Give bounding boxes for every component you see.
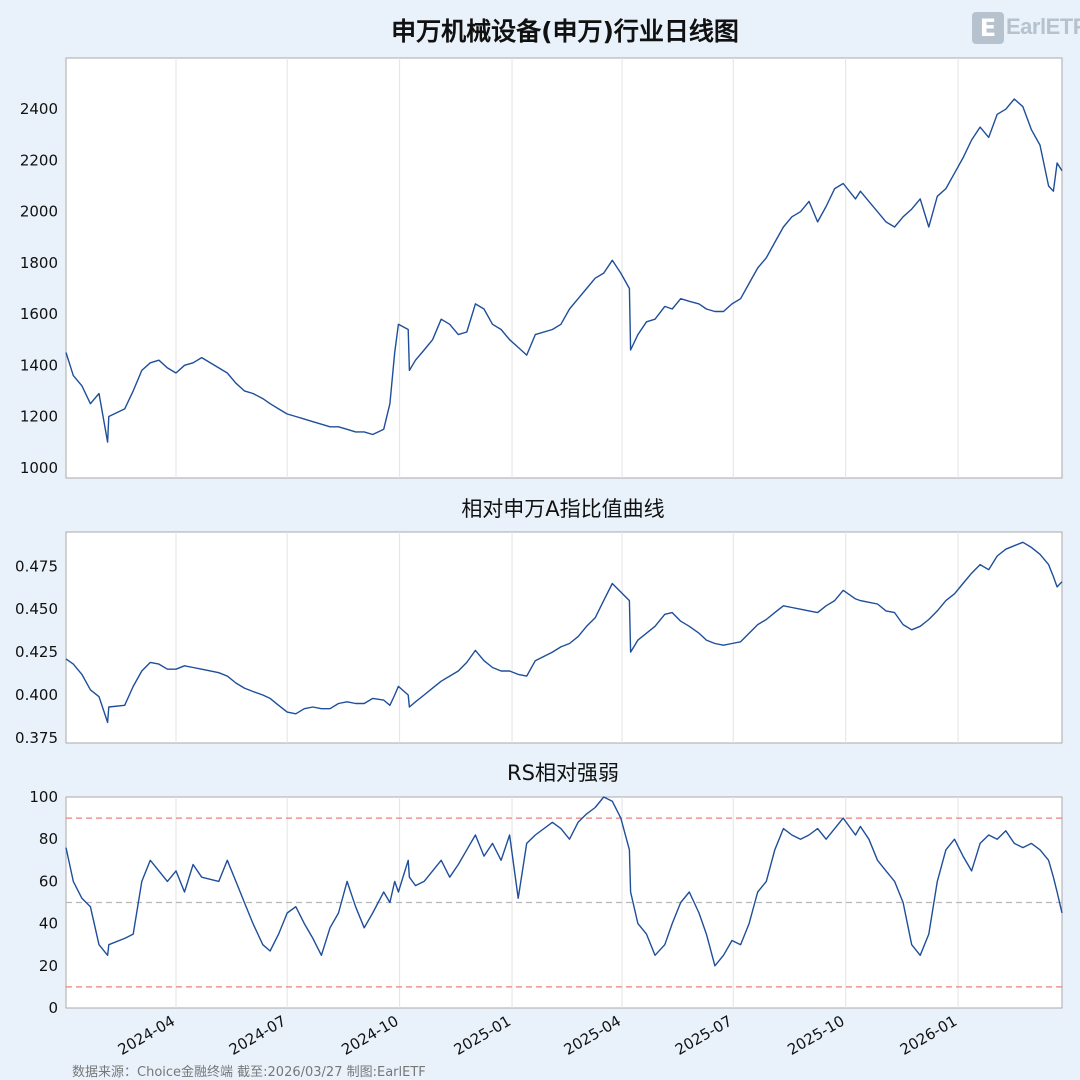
y-tick-label: 2000 [20, 203, 58, 221]
x-tick-label: 2025-07 [672, 1012, 735, 1059]
y-tick-label: 100 [29, 788, 58, 806]
x-tick-label: 2024-10 [338, 1012, 401, 1059]
plot-area [65, 531, 1063, 744]
y-tick-label: 2200 [20, 151, 58, 169]
series-line [65, 98, 1063, 443]
x-tick-label: 2024-04 [115, 1012, 178, 1059]
y-tick-label: 1400 [20, 356, 58, 374]
y-tick-label: 20 [39, 957, 58, 975]
plot-area [65, 57, 1063, 479]
y-tick-label: 0 [48, 999, 58, 1017]
y-tick-label: 40 [39, 915, 58, 933]
logo-text: EarlETF [1006, 14, 1080, 39]
y-tick-label: 0.475 [15, 557, 58, 575]
earletf-logo: E EarlETF [972, 12, 1080, 46]
ratio-chart-title: 相对申万A指比值曲线 [461, 497, 664, 521]
x-tick-label: 2025-01 [451, 1012, 514, 1059]
logo-mark-icon: E [972, 12, 1004, 44]
y-tick-label: 2400 [20, 100, 58, 118]
x-tick-label: 2025-10 [784, 1012, 847, 1059]
plot-area [65, 796, 1063, 1009]
y-tick-label: 0.400 [15, 686, 58, 704]
y-tick-label: 0.425 [15, 643, 58, 661]
y-tick-label: 0.375 [15, 729, 58, 747]
y-tick-label: 80 [39, 830, 58, 848]
ratio-chart-panel: 0.375 0.400 0.425 0.450 0.475 [15, 531, 1063, 747]
main-chart-title: 申万机械设备(申万)行业日线图 [391, 17, 739, 46]
x-tick-label: 2026-01 [897, 1012, 960, 1059]
series-line [65, 796, 1063, 967]
x-tick-label: 2024-07 [226, 1012, 289, 1059]
footer-source-text: 数据来源：Choice金融终端 截至:2026/03/27 制图:EarlETF [72, 1064, 426, 1080]
price-chart-panel: 1000 1200 1400 1600 1800 2000 2200 2400 [20, 57, 1063, 479]
y-tick-label: 1200 [20, 408, 58, 426]
rs-chart-title: RS相对强弱 [507, 761, 619, 785]
y-tick-label: 60 [39, 872, 58, 890]
series-line [65, 541, 1063, 724]
rs-chart-panel: 2024-04 2024-07 2024-10 2025-01 2025-04 2025-… [29, 788, 1063, 1059]
y-tick-label: 1000 [20, 459, 58, 477]
y-tick-label: 1600 [20, 305, 58, 323]
y-tick-label: 0.450 [15, 600, 58, 618]
x-tick-label: 2025-04 [561, 1012, 624, 1059]
y-tick-label: 1800 [20, 254, 58, 272]
